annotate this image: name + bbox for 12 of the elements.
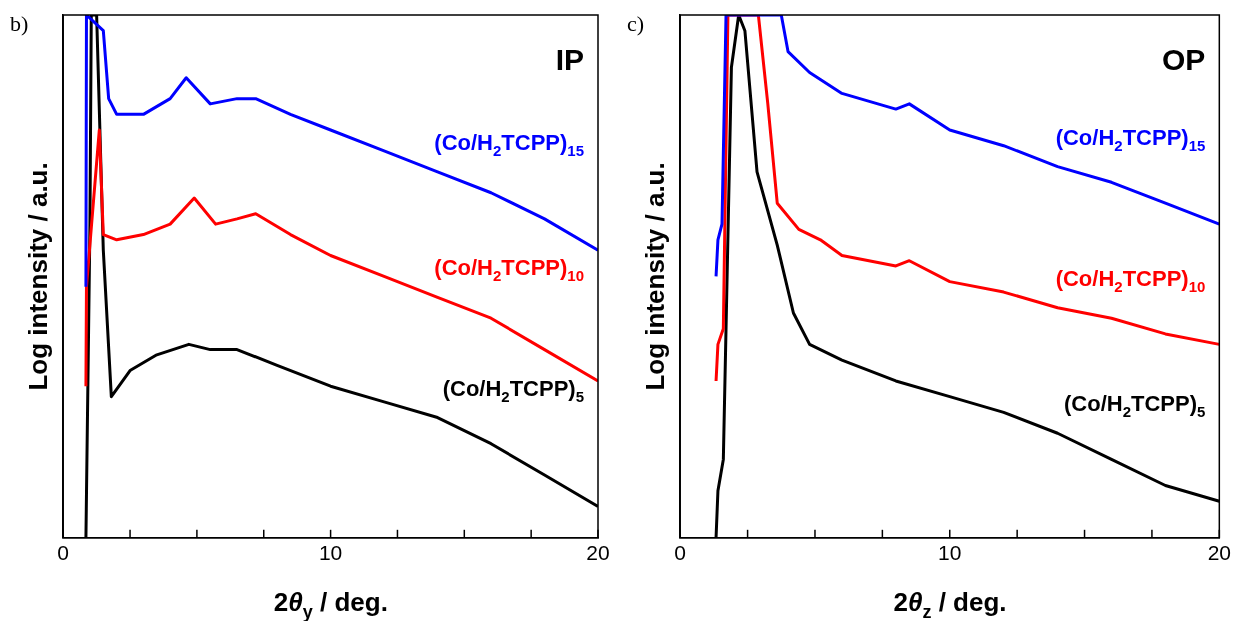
x-tick-label: 10	[318, 541, 343, 565]
y-axis-title: Log intensity / a.u.	[22, 162, 53, 391]
x-tick-label: 20	[1207, 541, 1231, 565]
text: IP	[555, 43, 585, 76]
x-tick-label: 0	[57, 541, 70, 565]
text: c)	[627, 10, 645, 36]
text: b)	[10, 10, 29, 36]
y-axis-title: Log intensity / a.u.	[639, 162, 670, 391]
text: OP	[1161, 43, 1206, 76]
x-tick-label: 0	[674, 541, 687, 565]
x-tick-label: 10	[938, 541, 962, 565]
x-tick-label: 20	[586, 541, 610, 565]
